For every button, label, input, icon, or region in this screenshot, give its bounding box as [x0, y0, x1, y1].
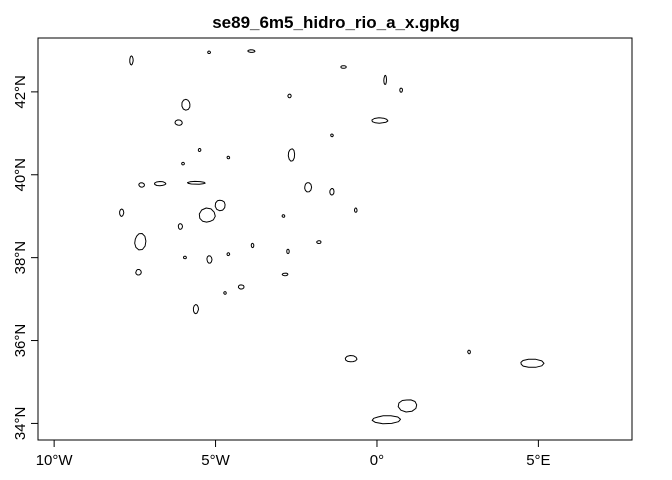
water-feature — [397, 399, 418, 413]
water-feature — [138, 182, 145, 188]
water-feature — [207, 50, 211, 54]
water-feature — [174, 119, 183, 126]
water-feature — [281, 272, 289, 277]
x-axis: 10°W 5°W 0° 5°E — [36, 439, 551, 469]
water-feature — [198, 207, 216, 223]
y-tick-label: 42°N — [12, 75, 29, 109]
water-feature — [330, 133, 334, 138]
water-feature — [287, 93, 292, 99]
water-feature — [371, 117, 389, 124]
water-feature — [286, 248, 290, 255]
plot-frame — [37, 37, 633, 441]
water-feature — [344, 355, 358, 363]
water-feature — [520, 358, 545, 368]
water-feature — [226, 252, 231, 257]
water-feature — [329, 188, 335, 196]
water-feature — [181, 98, 191, 111]
water-feature — [214, 199, 226, 212]
hydro-features-layer — [119, 49, 545, 425]
y-tick-label: 40°N — [12, 158, 29, 192]
water-feature — [467, 349, 471, 355]
y-tick-label: 38°N — [12, 241, 29, 275]
water-feature — [192, 304, 199, 315]
map-title: se89_6m5_hidro_rio_a_x.gpkg — [212, 13, 460, 32]
water-feature — [383, 74, 387, 85]
y-tick-label: 36°N — [12, 324, 29, 358]
water-feature — [177, 223, 183, 230]
water-feature — [247, 49, 256, 53]
x-tick-label: 5°E — [526, 452, 550, 469]
water-feature — [119, 208, 125, 217]
water-feature — [181, 161, 185, 166]
water-feature — [206, 255, 213, 264]
water-feature — [129, 55, 134, 66]
water-feature — [183, 255, 187, 260]
water-feature — [354, 207, 358, 213]
water-feature — [371, 415, 401, 425]
water-feature — [197, 148, 202, 152]
water-feature — [281, 214, 286, 218]
water-feature — [340, 65, 347, 69]
water-feature — [135, 269, 142, 276]
y-tick-label: 34°N — [12, 407, 29, 441]
water-feature — [226, 155, 231, 160]
water-feature — [250, 242, 255, 249]
y-axis: 34°N 36°N 38°N 40°N 42°N — [12, 75, 39, 441]
water-feature — [134, 233, 147, 251]
x-tick-label: 5°W — [201, 452, 230, 469]
water-feature — [304, 182, 313, 193]
water-feature — [287, 148, 296, 162]
water-feature — [223, 291, 227, 295]
x-tick-label: 10°W — [36, 452, 74, 469]
water-feature — [399, 87, 403, 93]
water-feature — [154, 181, 167, 187]
water-feature — [316, 240, 322, 244]
x-tick-label: 0° — [370, 452, 384, 469]
water-feature — [237, 284, 245, 290]
water-feature — [187, 180, 206, 185]
